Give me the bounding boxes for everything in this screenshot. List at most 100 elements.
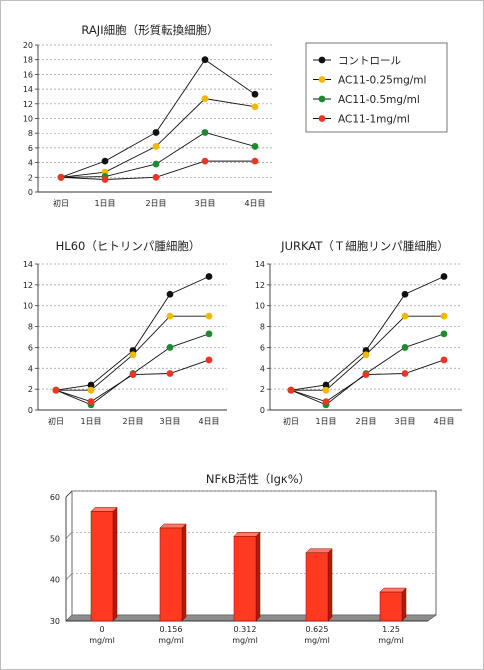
chart-title: HL60（ヒトリンパ腫細胞） (56, 239, 201, 253)
y-tick-label: 10 (23, 302, 33, 311)
legend-marker (318, 115, 326, 122)
y-tick-label: 2 (28, 173, 33, 182)
y-tick-label: 0 (28, 406, 33, 415)
bar (233, 531, 261, 622)
data-point (322, 381, 330, 389)
bar-front (305, 552, 329, 622)
line-chart-2: HL60（ヒトリンパ腫細胞） 0 2 4 6 8 10 12 14 初日 1日目 2日目 3日目 4日目 (23, 239, 227, 426)
data-point (440, 273, 448, 280)
bar-top (305, 548, 333, 554)
legend-marker (318, 95, 326, 103)
y-tick-label: 50 (50, 534, 60, 543)
bar-side (112, 506, 118, 622)
bar-top (90, 507, 118, 512)
legend: コントロール AC11-0.25mg/ml AC11-0.5mg/ml AC11-1m… (305, 42, 448, 133)
data-point (251, 157, 259, 165)
y-tick-label: 12 (23, 281, 33, 290)
data-point (201, 157, 209, 165)
y-tick-label: 4 (28, 364, 33, 373)
y-tick-label: 18 (23, 56, 33, 65)
bar (305, 548, 333, 622)
y-tick-label: 40 (50, 576, 60, 585)
legend-marker (318, 76, 326, 83)
series-line-3 (55, 333, 210, 406)
data-point (57, 173, 65, 181)
y-axis-top (65, 490, 73, 498)
bar-front (379, 591, 403, 622)
data-point (205, 330, 213, 338)
data-point (166, 344, 174, 351)
y-tick-label: 4 (260, 364, 265, 373)
data-point (101, 176, 109, 183)
bar-top (233, 532, 261, 537)
data-point (205, 312, 213, 320)
y-tick-label: 4 (28, 159, 33, 168)
data-point (322, 398, 330, 406)
data-point (201, 56, 209, 64)
y-tick-label: 14 (23, 85, 33, 94)
data-point (166, 370, 174, 377)
x-tick-label: 3日目 (394, 417, 415, 426)
series-line-3 (290, 333, 445, 406)
data-point (401, 344, 409, 351)
y-tick-label: 60 (50, 493, 60, 502)
data-point (362, 371, 370, 378)
data-point (129, 371, 137, 378)
x-tick-label: 1.25 (382, 625, 400, 634)
y-tick-label: 8 (28, 323, 33, 332)
data-point (401, 370, 409, 377)
bar-side (327, 548, 333, 622)
x-tick-label: 2日目 (122, 417, 143, 426)
y-tick-label: 2 (28, 385, 33, 394)
x-tick-unit: mg/ml (158, 636, 184, 645)
data-point (152, 173, 160, 181)
x-tick-label: 2日目 (145, 199, 166, 208)
data-point (152, 129, 160, 136)
y-tick-label: 0 (260, 406, 265, 415)
bar (379, 587, 407, 622)
data-point (201, 129, 209, 136)
data-point (166, 312, 174, 320)
data-point (440, 312, 448, 320)
legend-box (305, 42, 448, 133)
x-tick-unit: mg/ml (232, 636, 258, 645)
data-point (251, 90, 259, 98)
y-tick-label: 8 (260, 323, 265, 332)
bar-side (401, 587, 407, 622)
x-tick-unit: mg/ml (304, 636, 330, 645)
y-tick-label: 6 (260, 343, 265, 352)
x-tick-label: 1日目 (80, 417, 101, 426)
data-point (152, 143, 160, 150)
data-point (152, 160, 160, 168)
data-point (401, 290, 409, 298)
bar-top (159, 523, 187, 529)
y-tick-label: 6 (28, 343, 33, 352)
bar-top (379, 587, 407, 593)
data-point (401, 312, 409, 320)
legend-label: AC11-0.25mg/ml (338, 75, 426, 87)
x-tick-label: 4日目 (198, 417, 219, 426)
legend-label: コントロール (338, 55, 401, 67)
data-point (87, 398, 95, 406)
x-tick-label: 4日目 (433, 417, 454, 426)
bar-front (233, 536, 257, 622)
y-tick-label: 30 (50, 617, 60, 626)
x-tick-label: 2日目 (355, 417, 376, 426)
x-tick-label: 4日目 (244, 199, 265, 208)
bar-chart: NFκB活性（Igκ%） 30 40 50 60 0 mg/ml 0.156 mg/ml 0.31… (50, 472, 437, 645)
x-tick-label: 1日目 (94, 199, 115, 208)
bar-front (90, 511, 114, 622)
bar-side (255, 531, 261, 622)
data-point (201, 95, 209, 103)
x-tick-label: 1日目 (315, 417, 336, 426)
bar (90, 506, 118, 622)
x-tick-label: 0.312 (234, 625, 257, 634)
chart-title: JURKAT（Ｔ細胞リンパ腫細胞） (280, 239, 449, 253)
data-point (251, 103, 259, 111)
data-point (322, 386, 330, 394)
data-point (52, 386, 60, 394)
y-tick-label: 14 (23, 260, 33, 269)
y-tick-label: 0 (28, 188, 33, 197)
x-tick-label: 0.156 (160, 625, 183, 634)
